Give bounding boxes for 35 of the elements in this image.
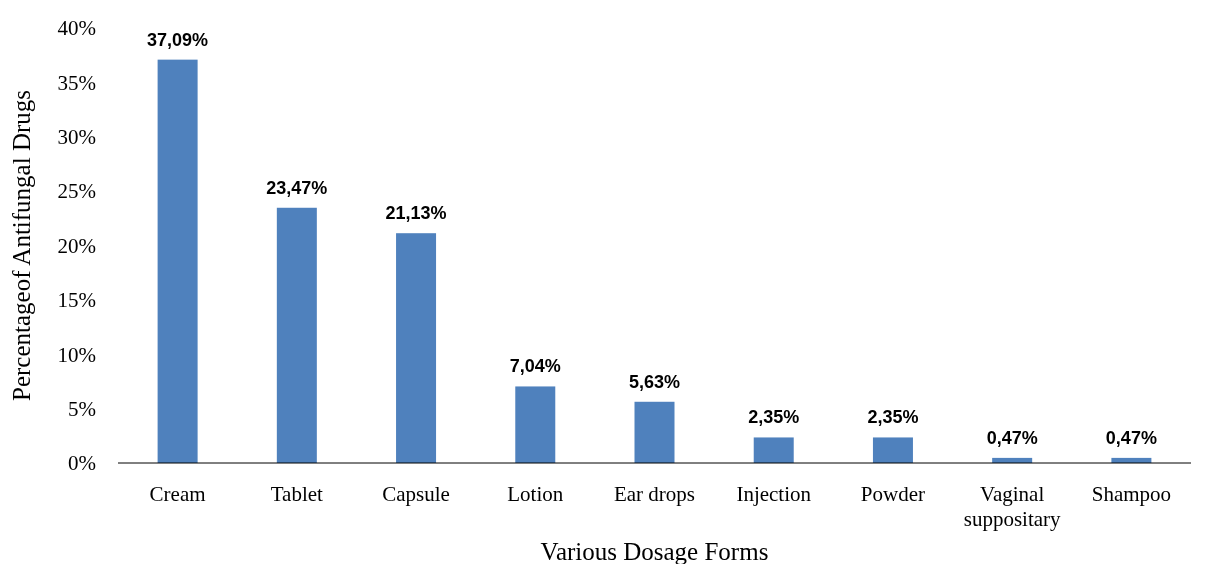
data-label: 0,47%: [1105, 427, 1157, 448]
bar: [634, 401, 675, 463]
x-tick-label: Tablet: [270, 482, 324, 506]
data-label: 7,04%: [509, 356, 561, 377]
y-tick-label: 5%: [68, 396, 96, 421]
bar: [515, 386, 556, 463]
x-tick-label: Powder: [860, 482, 926, 506]
x-tick-label: Capsule: [382, 482, 450, 506]
bar: [276, 207, 317, 463]
data-label: 2,35%: [867, 407, 919, 428]
data-label: 37,09%: [147, 29, 209, 50]
bar: [396, 233, 437, 463]
x-tick-label: Lotion: [507, 482, 564, 506]
x-tick-label: Vaginal suppositary: [963, 482, 1062, 531]
x-tick-label: Injection: [736, 482, 812, 506]
bar: [157, 59, 198, 463]
y-tick-label: 30%: [57, 125, 96, 150]
y-tick-label: 35%: [57, 70, 96, 95]
data-label: 21,13%: [385, 203, 447, 224]
y-axis-title: Percentageof Antifungal Drugs: [8, 89, 35, 402]
y-tick-label: 25%: [57, 179, 96, 204]
y-tick-label: 10%: [57, 342, 96, 367]
data-label: 0,47%: [986, 427, 1038, 448]
x-tick-label: Cream: [149, 482, 206, 506]
y-tick-label: 15%: [57, 288, 96, 313]
x-tick-label: Ear drops: [613, 482, 696, 506]
data-label: 23,47%: [266, 177, 328, 198]
x-tick-label: Shampoo: [1091, 482, 1172, 506]
y-tick-label: 20%: [57, 233, 96, 258]
y-tick-label: 40%: [57, 16, 96, 41]
data-label: 5,63%: [628, 371, 681, 392]
data-label: 2,35%: [748, 407, 800, 428]
y-tick-label: 0%: [68, 451, 96, 476]
bar: [872, 437, 913, 463]
bar: [753, 437, 794, 463]
